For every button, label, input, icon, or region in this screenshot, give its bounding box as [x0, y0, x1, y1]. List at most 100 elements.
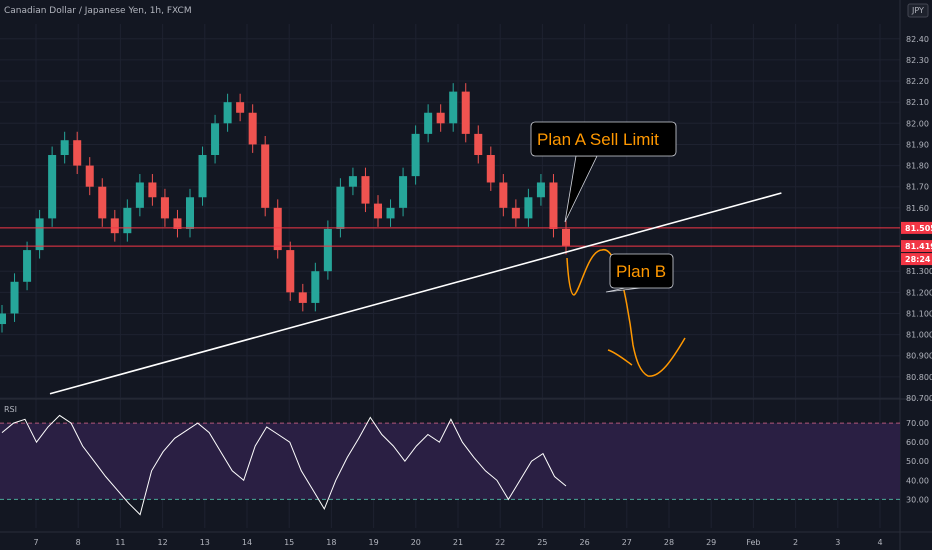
- rsi-tick-label: 60.00: [906, 438, 929, 447]
- callouts[interactable]: Plan A Sell Limit Plan B: [530, 121, 677, 293]
- candle-body: [10, 281, 19, 314]
- candle-body: [536, 182, 545, 198]
- price-tag-label: 28:24: [905, 255, 931, 264]
- time-tick-label: 29: [706, 538, 716, 547]
- candle-body: [399, 176, 408, 208]
- price-tag-label: 81.505: [905, 224, 932, 233]
- callout-box: [530, 121, 677, 157]
- rsi-tick-label: 70.00: [906, 419, 929, 428]
- time-tick-label: 15: [284, 538, 294, 547]
- candle-body: [499, 182, 508, 208]
- time-tick-label: 26: [580, 538, 590, 547]
- candle-body: [474, 133, 483, 156]
- price-tick-label: 82.10: [906, 98, 929, 107]
- time-tick-label: 8: [76, 538, 81, 547]
- candle-body: [386, 207, 395, 219]
- candle-body: [261, 144, 270, 208]
- candle-body: [223, 102, 232, 124]
- time-tick-label: 11: [115, 538, 125, 547]
- price-tick-label: 82.20: [906, 77, 929, 86]
- candle-body: [486, 155, 495, 183]
- trendline-line: [49, 192, 782, 395]
- candle-body: [123, 207, 132, 234]
- candle-body: [311, 271, 320, 303]
- candle-body: [424, 112, 433, 134]
- time-tick-label: 27: [622, 538, 632, 547]
- price-tick-label: 80.800: [906, 373, 932, 382]
- candle-body: [60, 140, 69, 156]
- candle-body: [185, 197, 195, 229]
- price-axis[interactable]: 82.40 82.30 82.20 82.10 82.00 81.90 81.80 81.70…: [901, 35, 932, 403]
- price-tick-label: 82.30: [906, 56, 929, 65]
- callout-text: Plan A Sell Limit: [537, 130, 659, 149]
- time-tick-label: 18: [326, 538, 336, 547]
- candle-body: [110, 218, 119, 234]
- candle-body: [298, 292, 307, 303]
- price-tag: [901, 253, 932, 266]
- rsi-pane[interactable]: 70.00 60.00 50.00 40.00 30.00: [0, 414, 929, 516]
- time-tick-label: 25: [537, 538, 547, 547]
- price-tag: [901, 221, 932, 234]
- time-axis[interactable]: 7 8 11 12 13 14 15 18 19 20 21 22 25 26 27 28 29 Feb 2 3 4: [0, 531, 932, 547]
- price-tick-label: 82.40: [906, 35, 929, 44]
- price-tick-label: 81.000: [906, 331, 932, 340]
- trendline[interactable]: [49, 192, 782, 395]
- candle-body: [236, 102, 245, 113]
- candle-body: [561, 228, 571, 246]
- rsi-label: RSI: [4, 405, 17, 414]
- time-tick-label: 4: [877, 538, 882, 547]
- candle-body: [436, 112, 445, 124]
- price-tag-label: 81.419: [905, 242, 932, 251]
- price-tick-label: 81.60: [906, 204, 929, 213]
- time-tick-label: 2: [793, 538, 798, 547]
- candle-body: [160, 197, 169, 219]
- time-tick-label: 21: [453, 538, 463, 547]
- rsi-tick-label: 50.00: [906, 457, 929, 466]
- candle-body: [135, 182, 144, 208]
- chart-title: Canadian Dollar / Japanese Yen, 1h, FXCM: [4, 6, 192, 16]
- candle-body: [524, 197, 533, 219]
- time-tick-label: 19: [369, 538, 379, 547]
- candle-body: [336, 186, 345, 229]
- candle-body: [323, 228, 332, 272]
- price-tick-label: 81.200: [906, 288, 932, 297]
- candle-body: [373, 203, 383, 219]
- price-tick-label: 82.00: [906, 119, 929, 128]
- candle-body: [348, 176, 357, 187]
- candle-body: [361, 176, 370, 204]
- candle-body: [449, 91, 458, 124]
- callout-box: [609, 253, 674, 289]
- time-tick-label: 13: [200, 538, 210, 547]
- time-tick-label: 20: [411, 538, 421, 547]
- candle-body: [198, 155, 207, 198]
- candle-body: [511, 207, 520, 219]
- price-tick-label: 80.700: [906, 394, 932, 403]
- candle-body: [48, 155, 57, 219]
- horizontal-lines[interactable]: [0, 227, 900, 247]
- currency-badge[interactable]: JPY: [907, 3, 929, 18]
- callout-text: Plan B: [616, 262, 666, 281]
- time-tick-label: 14: [242, 538, 252, 547]
- candle-body: [286, 250, 295, 293]
- candle-body: [148, 182, 157, 198]
- price-tick-label: 81.70: [906, 183, 929, 192]
- candle-body: [211, 123, 220, 156]
- candle-body: [173, 218, 182, 229]
- candle-body: [549, 182, 558, 229]
- candle-body: [23, 250, 32, 282]
- candle-body: [248, 112, 257, 145]
- price-tick-label: 81.90: [906, 140, 929, 149]
- time-tick-label: 7: [33, 538, 38, 547]
- time-tick-label: 28: [664, 538, 674, 547]
- candles[interactable]: [0, 83, 571, 333]
- currency-label: JPY: [911, 6, 924, 15]
- time-tick-label: 3: [835, 538, 840, 547]
- rsi-tick-label: 30.00: [906, 495, 929, 504]
- price-tick-label: 81.100: [906, 309, 932, 318]
- price-tick-label: 81.80: [906, 162, 929, 171]
- rsi-line: [1, 414, 567, 516]
- candle-body: [35, 218, 44, 251]
- candle-body: [461, 91, 470, 134]
- rsi-band: [0, 423, 900, 500]
